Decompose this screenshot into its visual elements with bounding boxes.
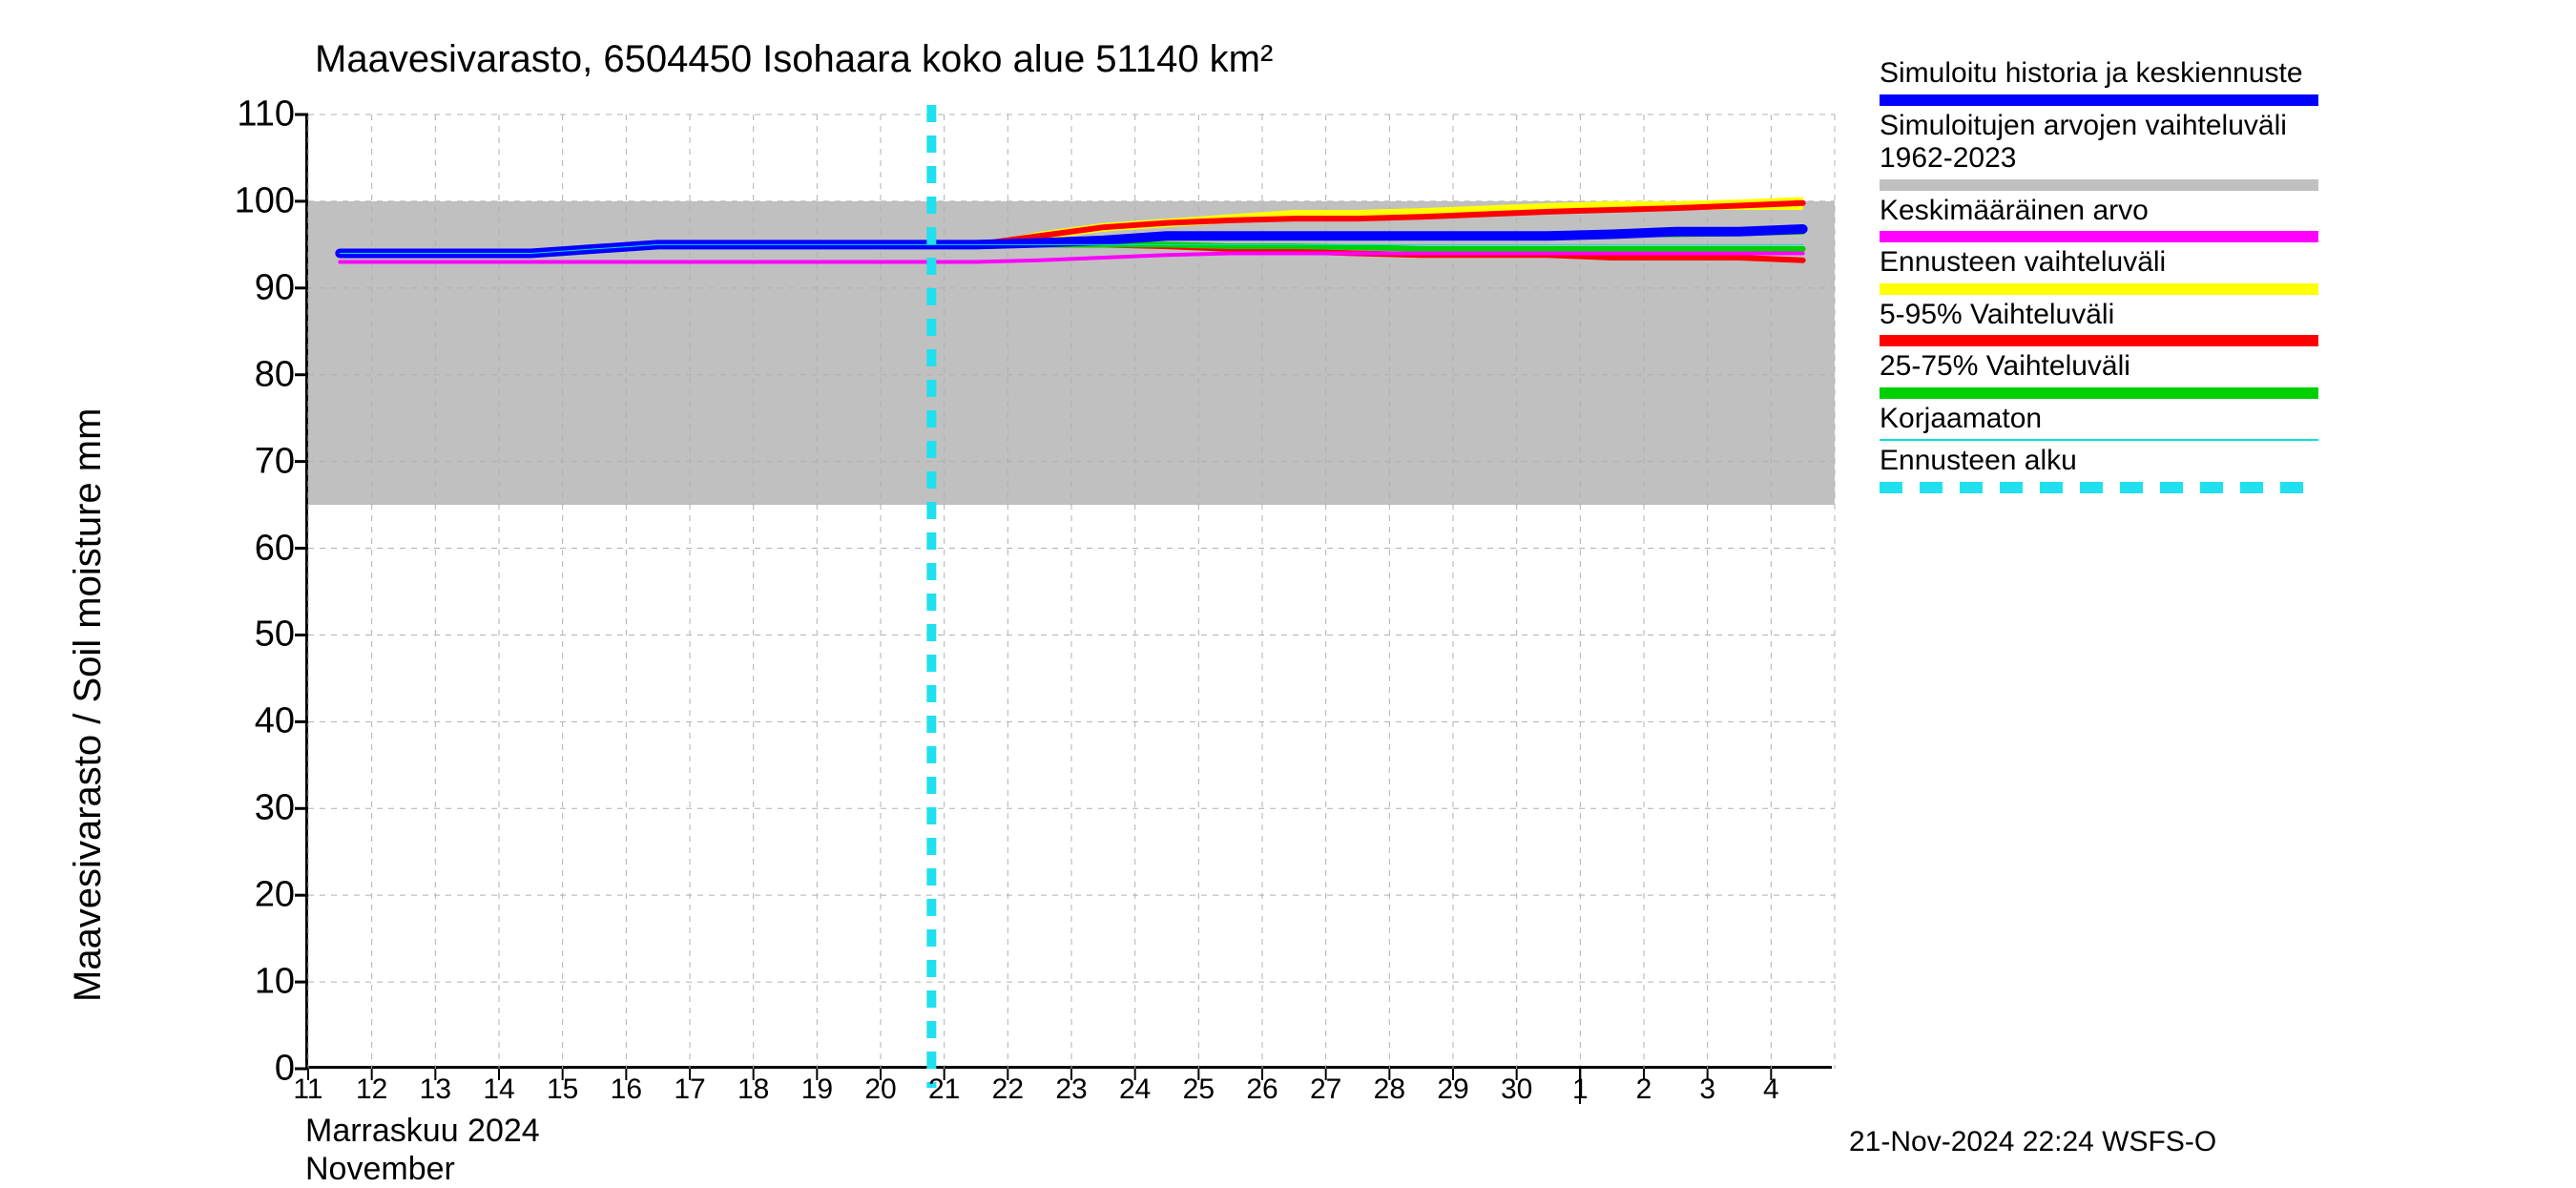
legend-swatch	[1880, 94, 2318, 106]
x-tick-label: 20	[864, 1066, 896, 1106]
x-tick-label: 13	[420, 1066, 451, 1106]
x-tick-label: 19	[801, 1066, 833, 1106]
y-tick-label: 20	[255, 875, 308, 916]
x-tick-label: 26	[1246, 1066, 1278, 1106]
legend-item: Simuloitujen arvojen vaihteluväli 1962-2…	[1880, 110, 2318, 191]
legend-item-label: Ennusteen vaihteluväli	[1880, 246, 2318, 280]
legend-swatch	[1880, 231, 2318, 242]
legend-item-label: Keskimääräinen arvo	[1880, 195, 2318, 228]
x-axis-caption-month-en: November	[305, 1151, 455, 1188]
x-tick-label: 11	[293, 1066, 322, 1106]
y-tick-label: 10	[255, 962, 308, 1003]
y-tick-label: 100	[235, 180, 308, 221]
y-tick-label: 30	[255, 788, 308, 829]
x-axis-caption-month: Marraskuu 2024	[305, 1113, 540, 1150]
legend-item: Keskimääräinen arvo	[1880, 195, 2318, 243]
y-tick-label: 110	[237, 94, 308, 135]
x-tick-label: 4	[1763, 1066, 1779, 1106]
legend-item: 5-95% Vaihteluväli	[1880, 299, 2318, 347]
x-tick-label: 15	[547, 1066, 578, 1106]
legend-item: Korjaamaton	[1880, 403, 2318, 442]
y-tick-label: 60	[255, 528, 308, 569]
legend: Simuloitu historia ja keskiennuste Simulo…	[1880, 57, 2318, 497]
legend-swatch	[1880, 387, 2318, 399]
y-tick-label: 70	[255, 441, 308, 482]
x-tick-label: 18	[737, 1066, 769, 1106]
x-tick-label: 24	[1119, 1066, 1151, 1106]
footer-timestamp: 21-Nov-2024 22:24 WSFS-O	[1849, 1126, 2216, 1158]
x-tick-label: 25	[1183, 1066, 1215, 1106]
legend-swatch	[1880, 179, 2318, 191]
legend-item-label: Ennusteen alku	[1880, 445, 2318, 478]
y-tick-label: 50	[255, 615, 308, 656]
x-tick-label: 22	[992, 1066, 1024, 1106]
chart-stage: Maavesivarasto, 6504450 Isohaara koko al…	[0, 0, 2576, 1145]
legend-item: Simuloitu historia ja keskiennuste	[1880, 57, 2318, 106]
x-tick-label: 29	[1437, 1066, 1468, 1106]
legend-swatch	[1880, 283, 2318, 295]
x-tick-label: 12	[356, 1066, 387, 1106]
y-tick-label: 90	[255, 267, 308, 308]
legend-item-label: Korjaamaton	[1880, 403, 2318, 436]
plot-area: 0102030405060708090100110111213141516171…	[305, 115, 1832, 1069]
legend-item: Ennusteen vaihteluväli	[1880, 246, 2318, 295]
legend-swatch	[1880, 482, 2318, 493]
y-tick-label: 80	[255, 354, 308, 395]
month-separator-tick	[1579, 1066, 1581, 1104]
legend-item-label: 5-95% Vaihteluväli	[1880, 299, 2318, 332]
x-tick-label: 2	[1636, 1066, 1652, 1106]
legend-item: 25-75% Vaihteluväli	[1880, 350, 2318, 399]
y-axis-label: Maavesivarasto / Soil moisture mm	[67, 408, 110, 1002]
legend-item-label: Simuloitujen arvojen vaihteluväli 1962-2…	[1880, 110, 2318, 176]
legend-swatch	[1880, 335, 2318, 346]
x-tick-label: 28	[1374, 1066, 1405, 1106]
legend-swatch	[1880, 439, 2318, 441]
legend-item-label: Simuloitu historia ja keskiennuste	[1880, 57, 2318, 91]
x-tick-label: 30	[1501, 1066, 1532, 1106]
x-tick-label: 23	[1055, 1066, 1087, 1106]
x-tick-label: 16	[611, 1066, 642, 1106]
chart-title: Maavesivarasto, 6504450 Isohaara koko al…	[315, 38, 1273, 81]
x-tick-label: 21	[928, 1066, 960, 1106]
x-tick-label: 14	[483, 1066, 514, 1106]
x-tick-label: 17	[674, 1066, 705, 1106]
y-tick-label: 40	[255, 701, 308, 742]
x-tick-label: 27	[1310, 1066, 1341, 1106]
legend-item: Ennusteen alku	[1880, 445, 2318, 493]
x-tick-label: 3	[1699, 1066, 1715, 1106]
legend-item-label: 25-75% Vaihteluväli	[1880, 350, 2318, 384]
